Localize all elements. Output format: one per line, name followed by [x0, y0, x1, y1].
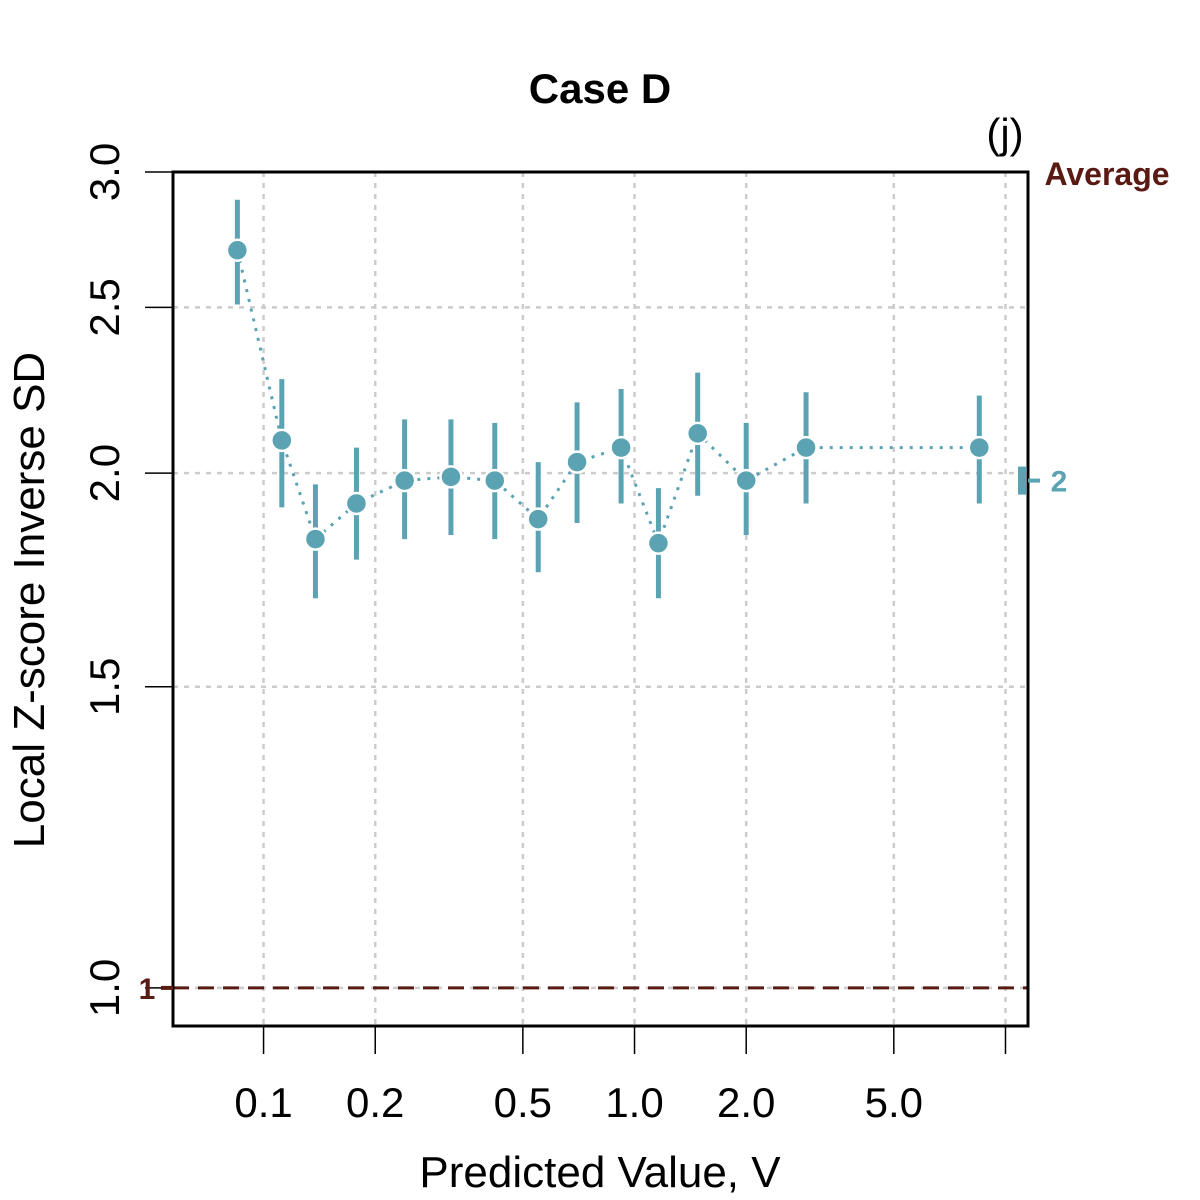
data-point	[794, 435, 818, 460]
y-tick-label: 1.5	[81, 658, 128, 716]
average-label: Average	[1044, 156, 1169, 192]
y-axis-label: Local Z-score Inverse SD	[5, 352, 54, 848]
reference-label: 1	[139, 973, 156, 1006]
panel-label: (j)	[986, 110, 1023, 157]
chart-title: Case D	[529, 65, 671, 112]
x-tick-label: 0.2	[346, 1079, 404, 1126]
x-axis-label: Predicted Value, V	[419, 1148, 781, 1197]
data-point	[526, 507, 550, 531]
x-tick-label: 0.1	[234, 1079, 292, 1126]
y-tick-label: 3.0	[81, 143, 128, 201]
x-tick-label: 5.0	[865, 1079, 923, 1126]
data-point	[439, 465, 463, 489]
x-tick-label: 1.0	[605, 1079, 663, 1126]
data-point	[303, 527, 328, 551]
right-annotations: 1 Average 2	[139, 156, 1170, 1006]
plot-frame	[171, 170, 1030, 1028]
data-point	[685, 421, 710, 446]
data-point	[967, 435, 992, 460]
data-point	[392, 468, 417, 493]
data-point	[344, 491, 369, 516]
data-point	[734, 468, 758, 493]
data-point	[483, 468, 507, 493]
y-tick-label: 1.0	[81, 959, 128, 1017]
data-point	[609, 435, 633, 460]
x-tick-label: 2.0	[717, 1079, 775, 1126]
y-tick-label: 2.0	[81, 444, 128, 502]
data-point	[646, 531, 671, 555]
data-point	[565, 450, 589, 474]
y-tick-label: 2.5	[81, 278, 128, 336]
average-value-label: 2	[1051, 466, 1068, 499]
axes: 0.1 0.2 0.5 1.0 2.0 5.0 1.0 1.5 2.0 2.5 3.0	[81, 143, 1007, 1126]
grid	[173, 172, 1028, 1026]
data-point	[225, 238, 250, 262]
series	[225, 199, 992, 599]
x-tick-label: 0.5	[494, 1079, 552, 1126]
data-point	[270, 428, 294, 453]
